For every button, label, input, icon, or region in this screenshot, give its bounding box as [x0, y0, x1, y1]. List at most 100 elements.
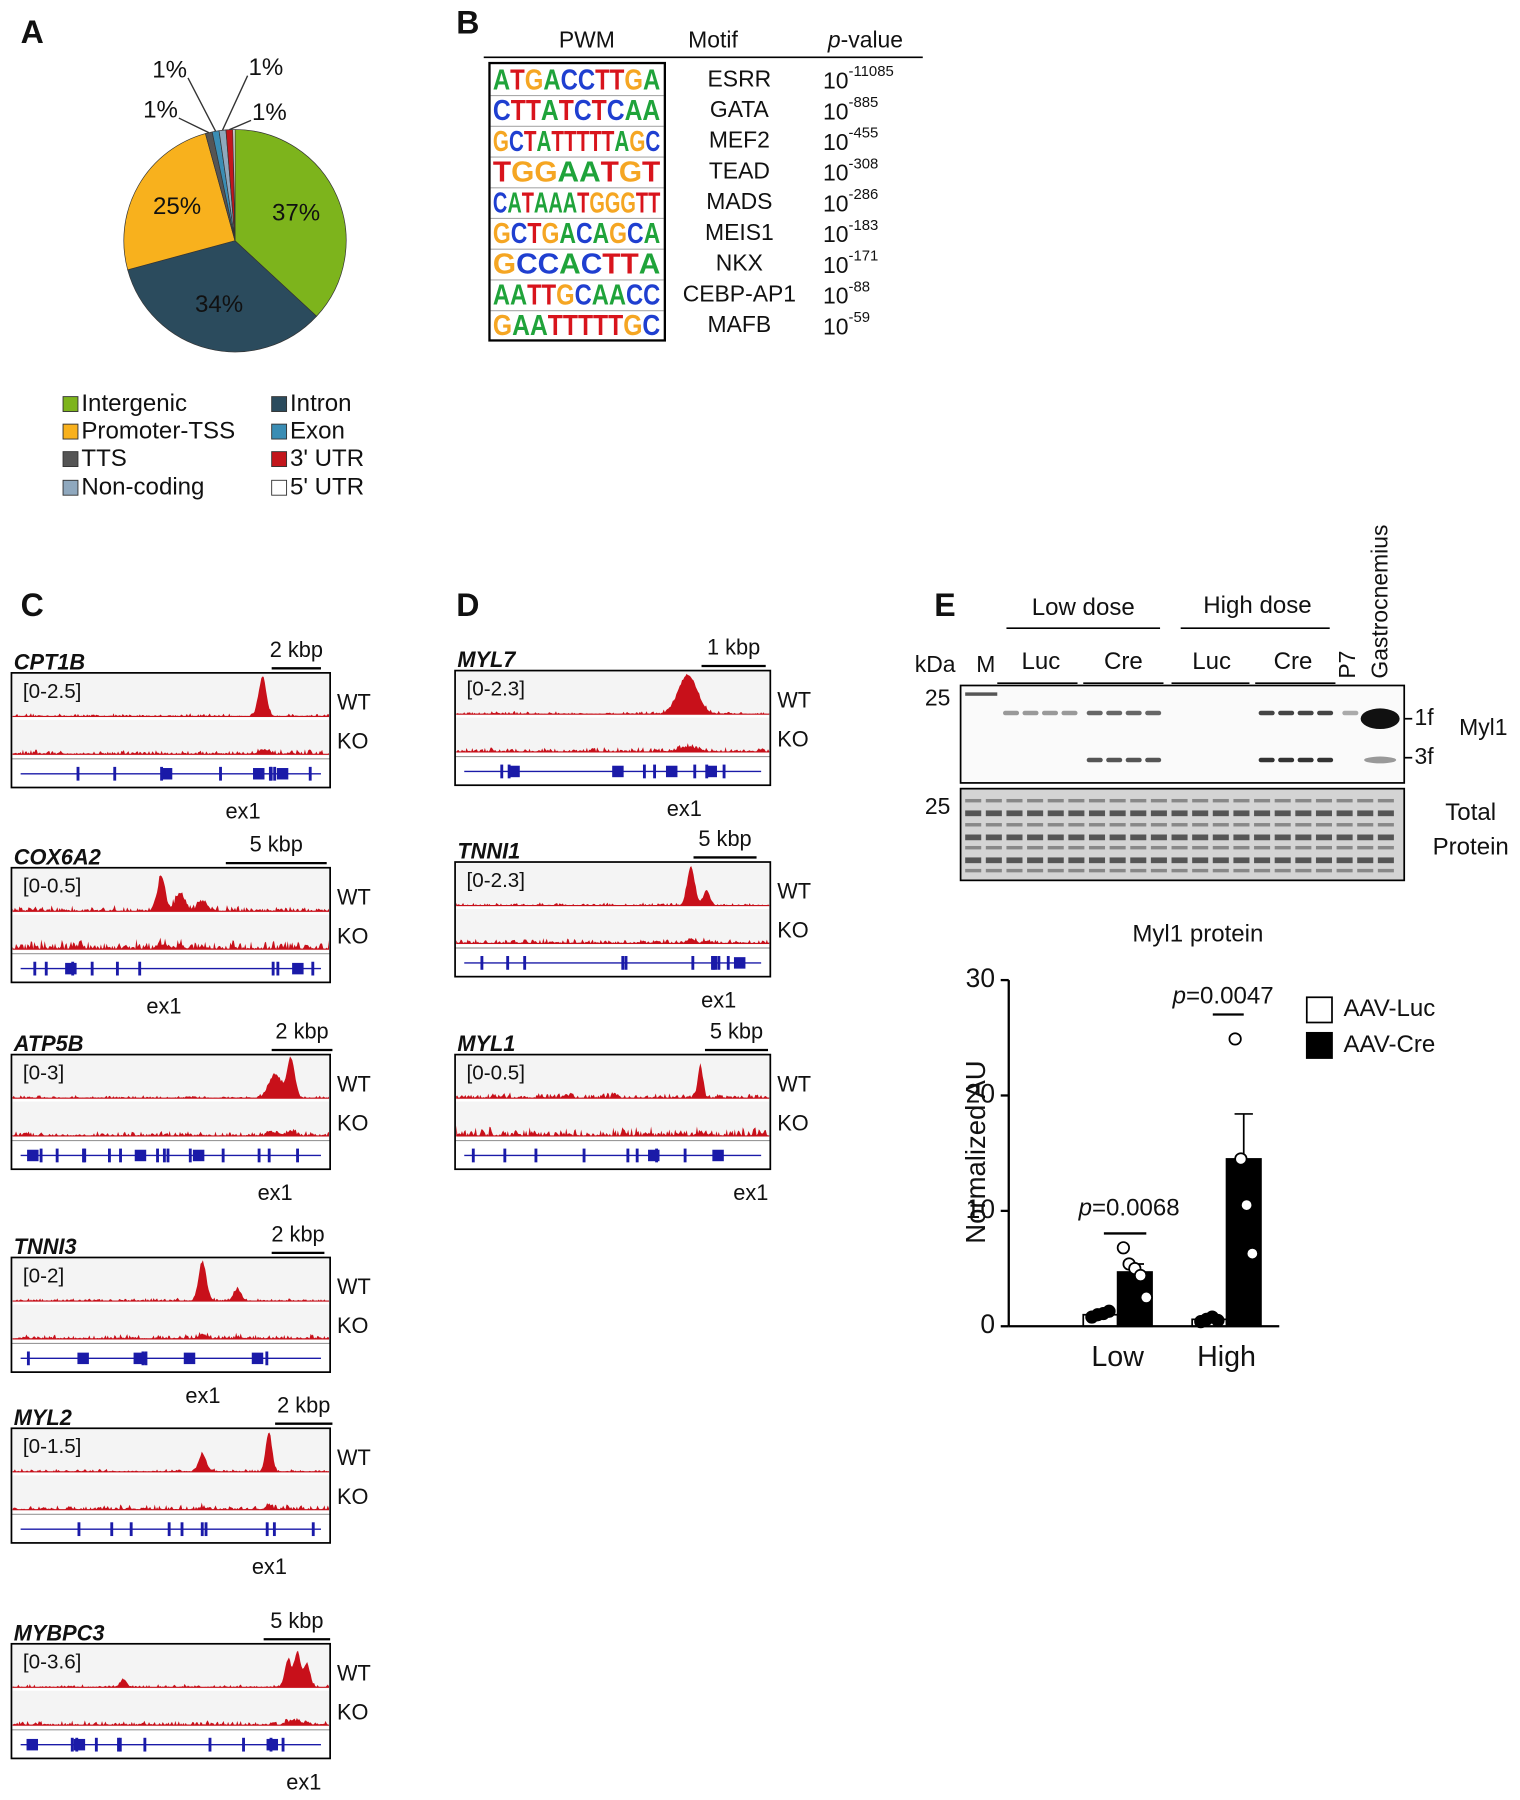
scale-label: 1 kbp	[707, 635, 760, 660]
exon	[717, 956, 721, 970]
p-exponent: -885	[849, 95, 879, 111]
wt-signal	[12, 1432, 329, 1472]
legend-label: 5' UTR	[290, 474, 364, 501]
band	[1315, 810, 1333, 817]
pie-label: 37%	[272, 199, 320, 226]
ko-band	[12, 914, 329, 951]
band	[1295, 845, 1312, 850]
legend-swatch	[62, 479, 79, 496]
band	[1150, 823, 1167, 827]
legend-label: Non-coding	[81, 474, 204, 501]
band	[1027, 823, 1044, 827]
track-frame	[454, 1053, 772, 1171]
band	[1047, 857, 1064, 864]
legend-swatch	[62, 451, 79, 468]
ko-signal	[12, 1717, 329, 1726]
exon	[117, 1737, 120, 1752]
band	[1047, 834, 1064, 841]
pie-label: 1%	[252, 99, 287, 126]
band	[965, 692, 998, 696]
band	[1357, 798, 1374, 803]
band	[1295, 810, 1312, 817]
band	[1130, 823, 1147, 827]
kda-label: kDa	[915, 651, 956, 677]
band	[1274, 857, 1291, 864]
band	[1233, 834, 1250, 841]
pie-slice	[127, 240, 318, 353]
legend-swatch	[271, 423, 288, 440]
band	[1027, 857, 1044, 864]
table-header: Motif	[688, 26, 738, 52]
lane-label: P7	[1334, 651, 1360, 679]
p-base: 10	[823, 221, 848, 247]
scale-label: 2 kbp	[277, 1392, 330, 1417]
wt-signal	[456, 866, 770, 906]
motif-logo: CTTATCTCAA	[493, 95, 660, 127]
ko-signal	[456, 937, 770, 944]
motif-logo: CATAAATGGGTT	[493, 187, 661, 219]
p-exponent: -11085	[849, 64, 894, 80]
band	[1088, 798, 1106, 803]
exon	[160, 768, 173, 780]
legend-label: Exon	[290, 418, 345, 445]
band	[1295, 823, 1312, 827]
band	[1006, 845, 1023, 850]
exon	[726, 956, 730, 970]
band	[1150, 868, 1167, 873]
leader-line	[229, 119, 252, 131]
band	[1150, 798, 1167, 803]
exon	[219, 766, 222, 781]
exon	[75, 1737, 79, 1752]
wt-signal	[12, 1650, 329, 1688]
exon	[253, 768, 265, 780]
band	[965, 857, 982, 864]
pie-slice	[232, 129, 236, 241]
band	[985, 845, 1002, 850]
wt-band	[456, 1055, 770, 1100]
exon	[208, 1737, 212, 1752]
band	[1278, 710, 1295, 716]
p-base: 10	[823, 129, 848, 155]
band	[1377, 798, 1394, 803]
band	[1003, 710, 1020, 716]
track-frame	[10, 866, 331, 984]
band	[1088, 868, 1106, 873]
leader-line	[221, 75, 249, 131]
p-annotation: p=0.0047	[1172, 983, 1274, 1010]
exon	[26, 1351, 30, 1366]
band	[1377, 834, 1394, 841]
exon	[180, 1522, 184, 1537]
lane-label: Gastrocnemius	[1366, 525, 1392, 679]
y-tick-label: 0	[980, 1309, 995, 1339]
band	[1258, 757, 1275, 763]
band	[1295, 798, 1312, 803]
band	[1315, 798, 1333, 803]
track-frame	[10, 1053, 331, 1171]
band	[1171, 845, 1188, 850]
p-value: 10-885	[823, 95, 878, 124]
exon	[119, 1148, 122, 1163]
exon	[480, 956, 484, 970]
band	[1125, 757, 1142, 763]
band	[1047, 823, 1064, 827]
exon	[257, 1148, 261, 1163]
p-exponent: -59	[849, 310, 871, 326]
exon	[693, 764, 697, 779]
legend-swatch	[271, 396, 288, 412]
band	[1047, 845, 1064, 850]
data-point	[1116, 1241, 1130, 1255]
exon	[251, 1352, 264, 1365]
exon	[110, 1522, 114, 1537]
exon	[683, 1148, 687, 1163]
scale-label: 2 kbp	[271, 1221, 324, 1246]
gene-name: MYL7	[457, 647, 516, 672]
pie-label: 34%	[195, 291, 243, 318]
exon	[73, 1738, 86, 1751]
p-symbol: p	[1078, 1195, 1092, 1222]
p-exponent: -88	[849, 279, 871, 295]
leader-line	[187, 77, 217, 132]
wt-band	[12, 868, 329, 913]
ko-label: KO	[777, 1110, 808, 1135]
range-label: [0-2.5]	[23, 680, 81, 703]
exon-label: ex1	[252, 1554, 287, 1579]
